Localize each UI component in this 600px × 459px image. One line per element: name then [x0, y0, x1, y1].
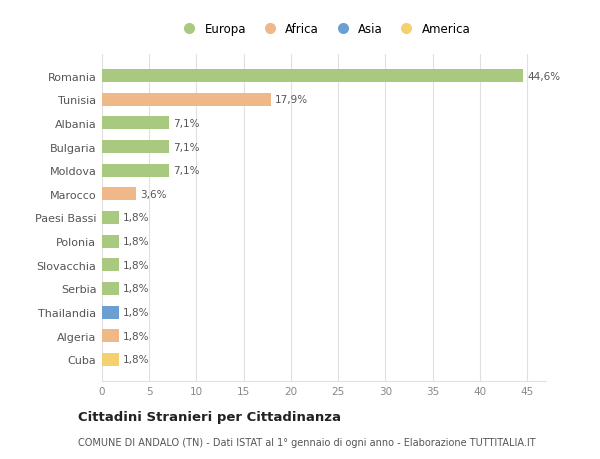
Bar	[102, 70, 523, 83]
Bar	[102, 164, 169, 177]
Text: 44,6%: 44,6%	[527, 72, 560, 81]
Bar	[102, 259, 119, 272]
Text: 1,8%: 1,8%	[123, 260, 149, 270]
Text: 1,8%: 1,8%	[123, 213, 149, 223]
Text: 1,8%: 1,8%	[123, 284, 149, 294]
Bar	[102, 212, 119, 224]
Text: 3,6%: 3,6%	[140, 190, 166, 199]
Bar	[102, 306, 119, 319]
Bar	[102, 235, 119, 248]
Bar	[102, 330, 119, 342]
Text: COMUNE DI ANDALO (TN) - Dati ISTAT al 1° gennaio di ogni anno - Elaborazione TUT: COMUNE DI ANDALO (TN) - Dati ISTAT al 1°…	[78, 437, 536, 447]
Text: 1,8%: 1,8%	[123, 355, 149, 364]
Bar	[102, 188, 136, 201]
Bar	[102, 141, 169, 154]
Text: Cittadini Stranieri per Cittadinanza: Cittadini Stranieri per Cittadinanza	[78, 410, 341, 423]
Text: 7,1%: 7,1%	[173, 118, 199, 129]
Text: 1,8%: 1,8%	[123, 308, 149, 318]
Bar	[102, 94, 271, 106]
Bar	[102, 117, 169, 130]
Bar	[102, 282, 119, 295]
Text: 17,9%: 17,9%	[275, 95, 308, 105]
Bar	[102, 353, 119, 366]
Text: 1,8%: 1,8%	[123, 331, 149, 341]
Text: 1,8%: 1,8%	[123, 237, 149, 246]
Text: 7,1%: 7,1%	[173, 166, 199, 176]
Text: 7,1%: 7,1%	[173, 142, 199, 152]
Legend: Europa, Africa, Asia, America: Europa, Africa, Asia, America	[173, 19, 475, 41]
